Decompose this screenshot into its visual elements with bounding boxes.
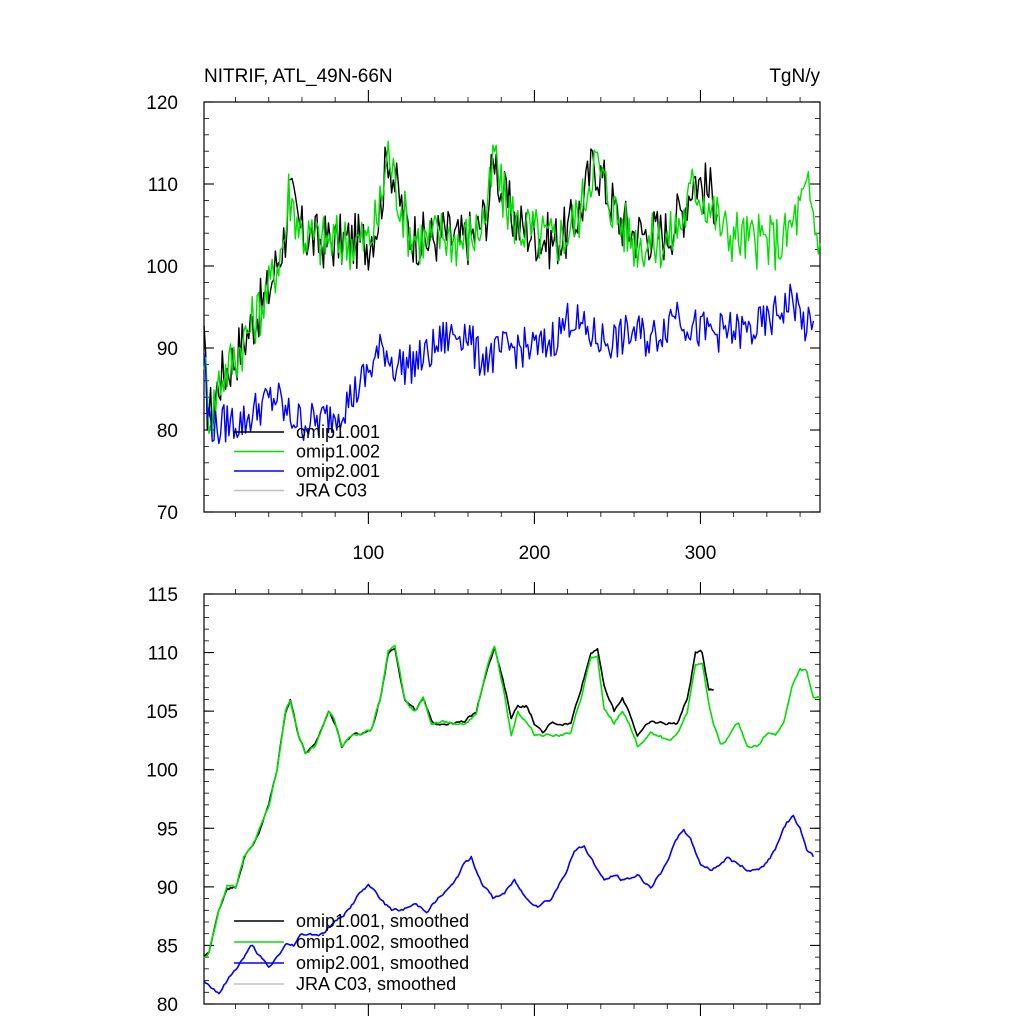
legend-label: omip2.001 xyxy=(296,461,380,481)
x-tick-label: 100 xyxy=(353,543,385,564)
series-lines xyxy=(203,140,821,445)
panel-title: NITRIF, ATL_49N-66N xyxy=(204,66,393,87)
series-line-omip1-002-smoothed xyxy=(203,644,821,959)
legend-label: JRA C03, smoothed xyxy=(296,974,456,994)
legend-label: omip1.001, smoothed xyxy=(296,911,469,931)
tick-marks: 70 80 90 100 110 120 100 200 300 xyxy=(146,90,820,564)
x-tick-label: 300 xyxy=(685,543,717,564)
legend-label: omip1.002 xyxy=(296,442,380,462)
legend-label: omip2.001, smoothed xyxy=(296,953,469,973)
series-line-omip2-001 xyxy=(203,283,815,445)
y-tick-label: 110 xyxy=(148,175,178,196)
series-line-omip1-001-smoothed xyxy=(203,646,714,957)
y-tick-label: 120 xyxy=(146,93,178,114)
series-line-omip2-001-smoothed xyxy=(203,814,815,995)
legend-label: omip1.001 xyxy=(296,422,380,442)
legend-label: omip1.002, smoothed xyxy=(296,932,469,952)
series-line-omip1-002 xyxy=(203,140,821,438)
x-tick-label: 200 xyxy=(519,543,551,564)
series-lines xyxy=(203,644,821,995)
y-tick-label: 90 xyxy=(157,878,178,899)
legend-label: JRA C03 xyxy=(296,481,367,501)
y-tick-label: 115 xyxy=(148,585,178,606)
y-tick-label: 80 xyxy=(157,995,178,1016)
y-tick-label: 100 xyxy=(146,257,178,278)
top-panel: NITRIF, ATL_49N-66N TgN/y 70 80 90 100 110 12… xyxy=(146,66,821,564)
y-tick-label: 85 xyxy=(157,936,178,957)
y-tick-label: 100 xyxy=(146,761,178,782)
y-tick-label: 95 xyxy=(157,819,178,840)
y-tick-label: 105 xyxy=(146,702,178,723)
y-tick-label: 90 xyxy=(157,339,178,360)
tick-marks: 80 85 90 95 100 105 110 115 xyxy=(146,582,820,1016)
y-tick-label: 80 xyxy=(157,421,178,442)
plot-frame xyxy=(203,593,821,1005)
plot-frame xyxy=(203,101,821,513)
bottom-panel: 80 85 90 95 100 105 110 115 omip1.001, smoothed… xyxy=(146,582,821,1016)
panel-units: TgN/y xyxy=(769,66,820,87)
y-tick-label: 110 xyxy=(148,644,178,665)
y-tick-label: 70 xyxy=(157,503,178,524)
